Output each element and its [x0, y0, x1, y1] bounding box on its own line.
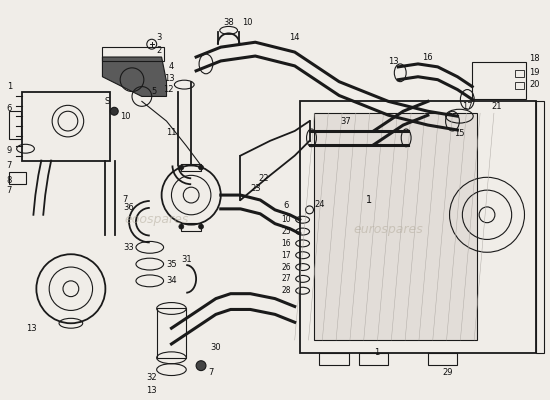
Text: 35: 35: [167, 260, 177, 268]
Text: 10: 10: [120, 112, 131, 121]
Bar: [21, 92, 111, 160]
Text: 12: 12: [163, 85, 173, 94]
Text: 20: 20: [530, 80, 540, 89]
Text: 19: 19: [530, 68, 540, 77]
Text: 7: 7: [208, 368, 213, 377]
Text: S: S: [104, 97, 110, 106]
Circle shape: [179, 165, 184, 170]
Text: 33: 33: [123, 243, 134, 252]
Text: 13: 13: [388, 58, 399, 66]
Circle shape: [196, 361, 206, 370]
Text: 1: 1: [7, 82, 12, 91]
Bar: [300, 101, 536, 353]
Circle shape: [199, 165, 204, 170]
Text: 13: 13: [146, 386, 157, 395]
Bar: [182, 223, 201, 230]
Text: 8: 8: [7, 176, 12, 185]
Text: eoospares: eoospares: [124, 213, 189, 226]
Bar: [9, 111, 20, 139]
Bar: [536, 101, 544, 353]
Polygon shape: [102, 57, 167, 96]
Text: 28: 28: [281, 286, 291, 295]
Bar: [359, 353, 388, 365]
Text: 27: 27: [281, 274, 291, 283]
Text: 37: 37: [340, 117, 351, 126]
Text: 32: 32: [146, 373, 157, 382]
Text: 14: 14: [289, 33, 300, 42]
Bar: [102, 47, 163, 61]
Text: 36: 36: [123, 203, 134, 212]
Text: 3: 3: [156, 33, 161, 42]
Text: 10: 10: [242, 18, 252, 27]
Text: 7: 7: [7, 186, 12, 195]
Text: 25: 25: [281, 227, 291, 236]
Text: 34: 34: [167, 276, 177, 285]
Bar: [515, 82, 525, 88]
Circle shape: [199, 224, 204, 229]
Bar: [9, 172, 26, 184]
Bar: [428, 353, 458, 365]
Text: 30: 30: [211, 344, 221, 352]
Text: 18: 18: [530, 54, 540, 64]
Text: 26: 26: [281, 262, 291, 272]
Bar: [182, 164, 201, 172]
Text: 17: 17: [281, 251, 291, 260]
Text: 22: 22: [258, 174, 268, 183]
Bar: [315, 113, 477, 340]
Bar: [472, 62, 526, 100]
Text: 13: 13: [164, 74, 174, 83]
Text: 7: 7: [122, 196, 128, 204]
Text: 29: 29: [442, 368, 453, 377]
Text: 9: 9: [7, 146, 12, 155]
Text: 1: 1: [366, 195, 372, 205]
Text: 7: 7: [7, 161, 12, 170]
Text: 31: 31: [181, 255, 191, 264]
Bar: [320, 353, 349, 365]
Text: 17: 17: [462, 102, 472, 111]
Text: 4: 4: [169, 62, 174, 71]
Text: 16: 16: [281, 239, 291, 248]
Text: 38: 38: [223, 18, 234, 27]
Circle shape: [111, 107, 118, 115]
Text: eurospares: eurospares: [354, 223, 424, 236]
Bar: [157, 308, 186, 358]
Circle shape: [179, 224, 184, 229]
Text: 24: 24: [314, 200, 324, 210]
Text: 23: 23: [250, 184, 261, 193]
Text: 13: 13: [26, 324, 37, 333]
Text: 16: 16: [422, 52, 433, 62]
Text: 21: 21: [492, 102, 502, 111]
Text: 6: 6: [7, 104, 12, 113]
Text: 6: 6: [283, 202, 289, 210]
Text: 1: 1: [374, 348, 379, 357]
Text: 5: 5: [151, 87, 156, 96]
Text: 10: 10: [281, 215, 291, 224]
Bar: [515, 70, 525, 77]
Text: 11: 11: [166, 128, 177, 138]
Text: 2: 2: [156, 46, 161, 55]
Text: 15: 15: [454, 130, 465, 138]
